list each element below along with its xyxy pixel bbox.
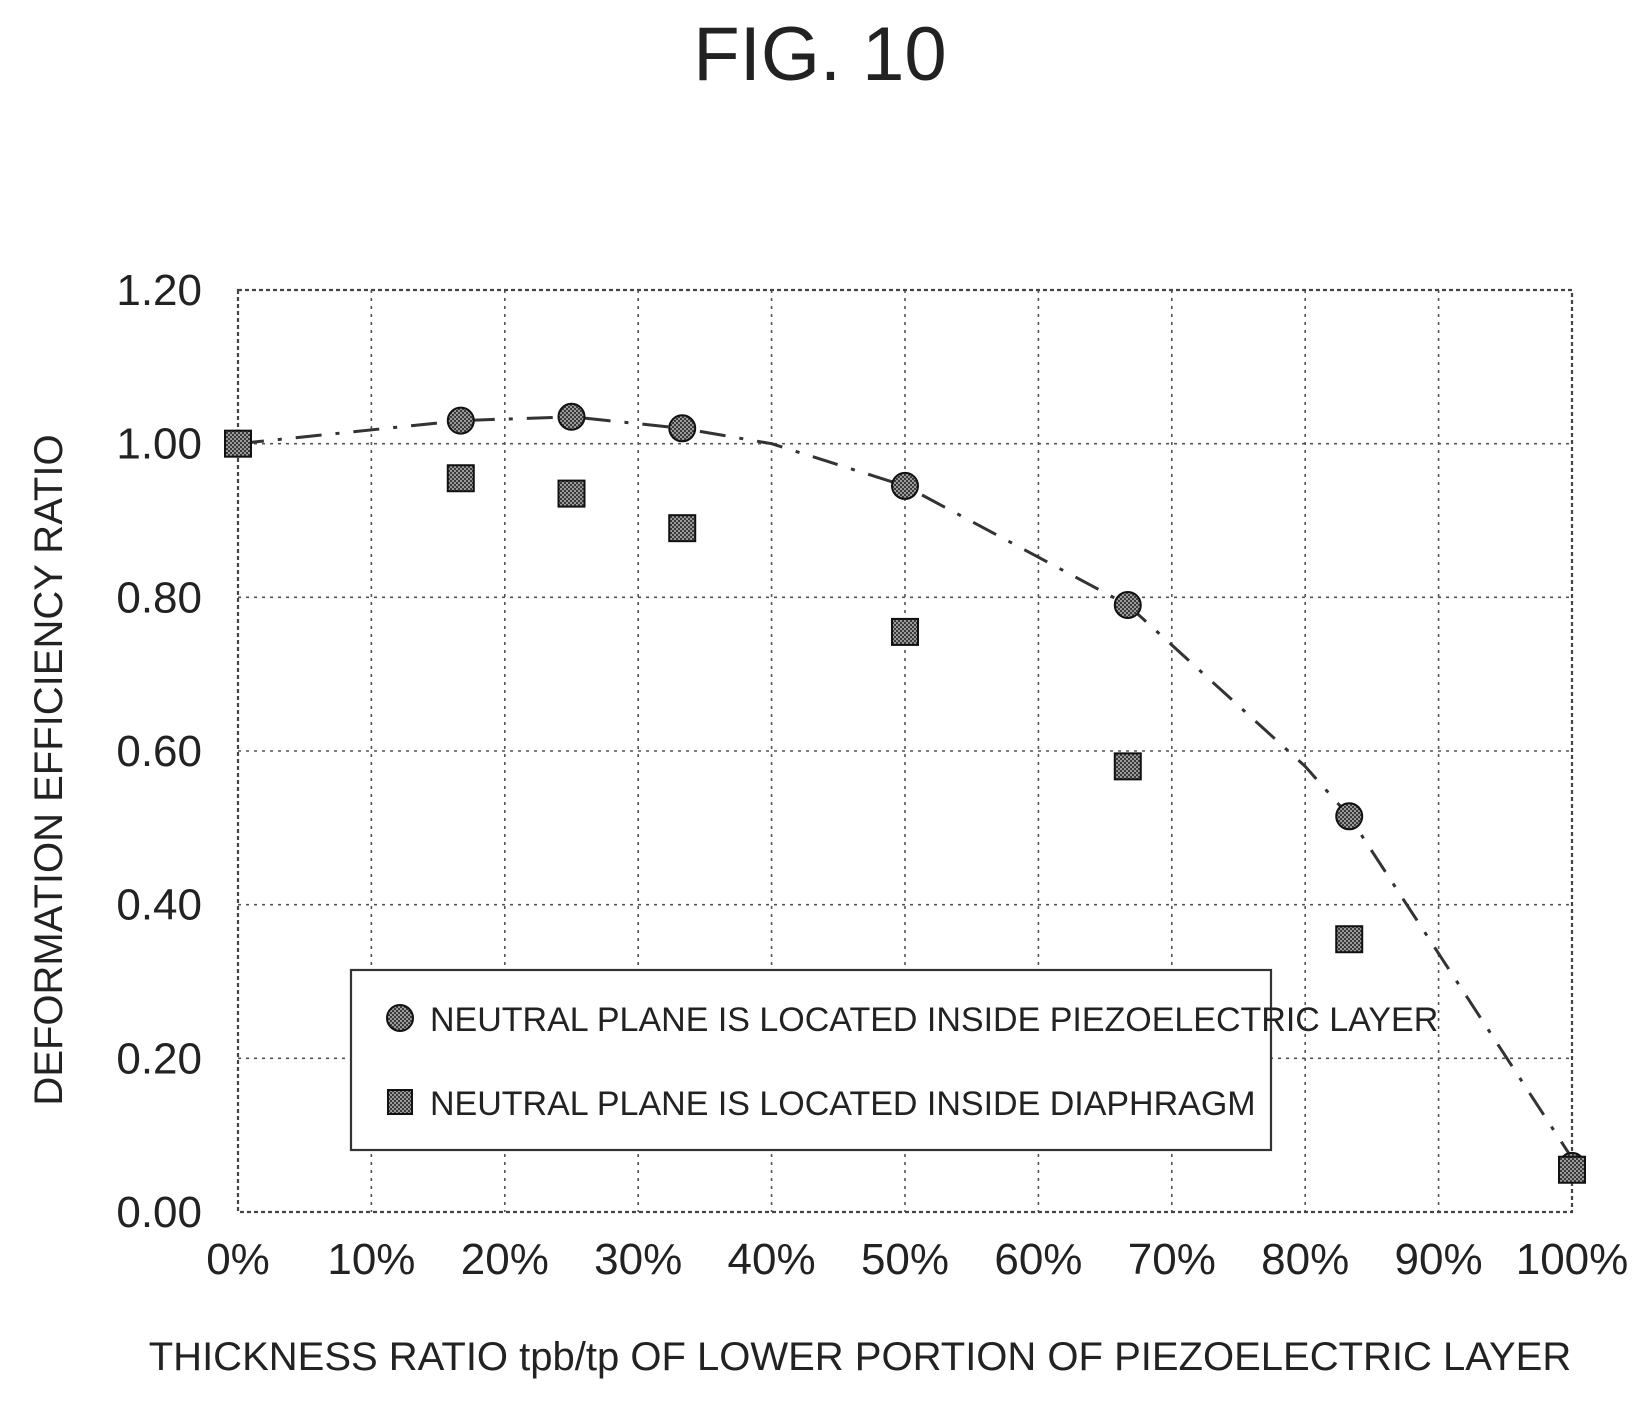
x-tick-label: 100% [1516, 1235, 1629, 1284]
y-tick-label: 0.80 [116, 573, 202, 622]
data-point-square [557, 479, 586, 508]
x-tick-label: 90% [1395, 1235, 1483, 1284]
x-tick-label: 20% [461, 1235, 549, 1284]
y-tick-label: 1.20 [116, 266, 202, 315]
data-point-square [224, 429, 252, 458]
data-point-square [1113, 752, 1142, 781]
data-point-circle [446, 406, 475, 435]
data-point-square [446, 464, 475, 493]
y-tick-label: 0.40 [116, 881, 202, 930]
data-point-square [668, 514, 697, 543]
data-point-square [1558, 1155, 1586, 1184]
x-tick-label: 80% [1261, 1235, 1349, 1284]
figure-title: FIG. 10 [693, 12, 946, 97]
data-point-circle [1335, 802, 1364, 831]
legend-item-diaphragm: NEUTRAL PLANE IS LOCATED INSIDE DIAPHRAG… [430, 1085, 1256, 1123]
x-tick-label: 10% [327, 1235, 415, 1284]
x-tick-label: 70% [1128, 1235, 1216, 1284]
x-tick-label: 40% [728, 1235, 816, 1284]
x-tick-label: 60% [994, 1235, 1082, 1284]
y-tick-label: 0.20 [116, 1034, 202, 1083]
legend-box [349, 968, 1273, 1152]
data-point-circle [557, 402, 586, 431]
y-tick-label: 0.00 [116, 1188, 202, 1237]
legend: NEUTRAL PLANE IS LOCATED INSIDE PIEZOELE… [349, 968, 1438, 1152]
x-axis-label: THICKNESS RATIO tpb/tp OF LOWER PORTION … [149, 1335, 1571, 1379]
data-point-square [1335, 925, 1364, 954]
data-points [224, 402, 1586, 1184]
legend-square-marker [387, 1089, 413, 1115]
y-tick-label: 0.60 [116, 727, 202, 776]
x-axis-ticks: 0% 10% 20% 30% 40% 50% 60% 70% 80% 90% 100% [206, 1235, 1628, 1284]
data-point-circle [668, 414, 697, 443]
data-point-square [891, 617, 919, 646]
legend-circle-marker [386, 1004, 414, 1032]
y-axis-ticks: 0.00 0.20 0.40 0.60 0.80 1.00 1.20 [116, 266, 202, 1237]
x-tick-label: 0% [206, 1235, 270, 1284]
x-tick-label: 50% [861, 1235, 949, 1284]
legend-item-piezoelectric-layer: NEUTRAL PLANE IS LOCATED INSIDE PIEZOELE… [430, 1001, 1438, 1039]
data-point-circle [1113, 591, 1142, 620]
y-tick-label: 1.00 [116, 420, 202, 469]
y-axis-label: DEFORMATION EFFICIENCY RATIO [27, 434, 71, 1105]
trend-line [237, 415, 1574, 1160]
plot-frame [236, 288, 1574, 1214]
data-point-circle [891, 471, 919, 500]
x-tick-label: 30% [594, 1235, 682, 1284]
